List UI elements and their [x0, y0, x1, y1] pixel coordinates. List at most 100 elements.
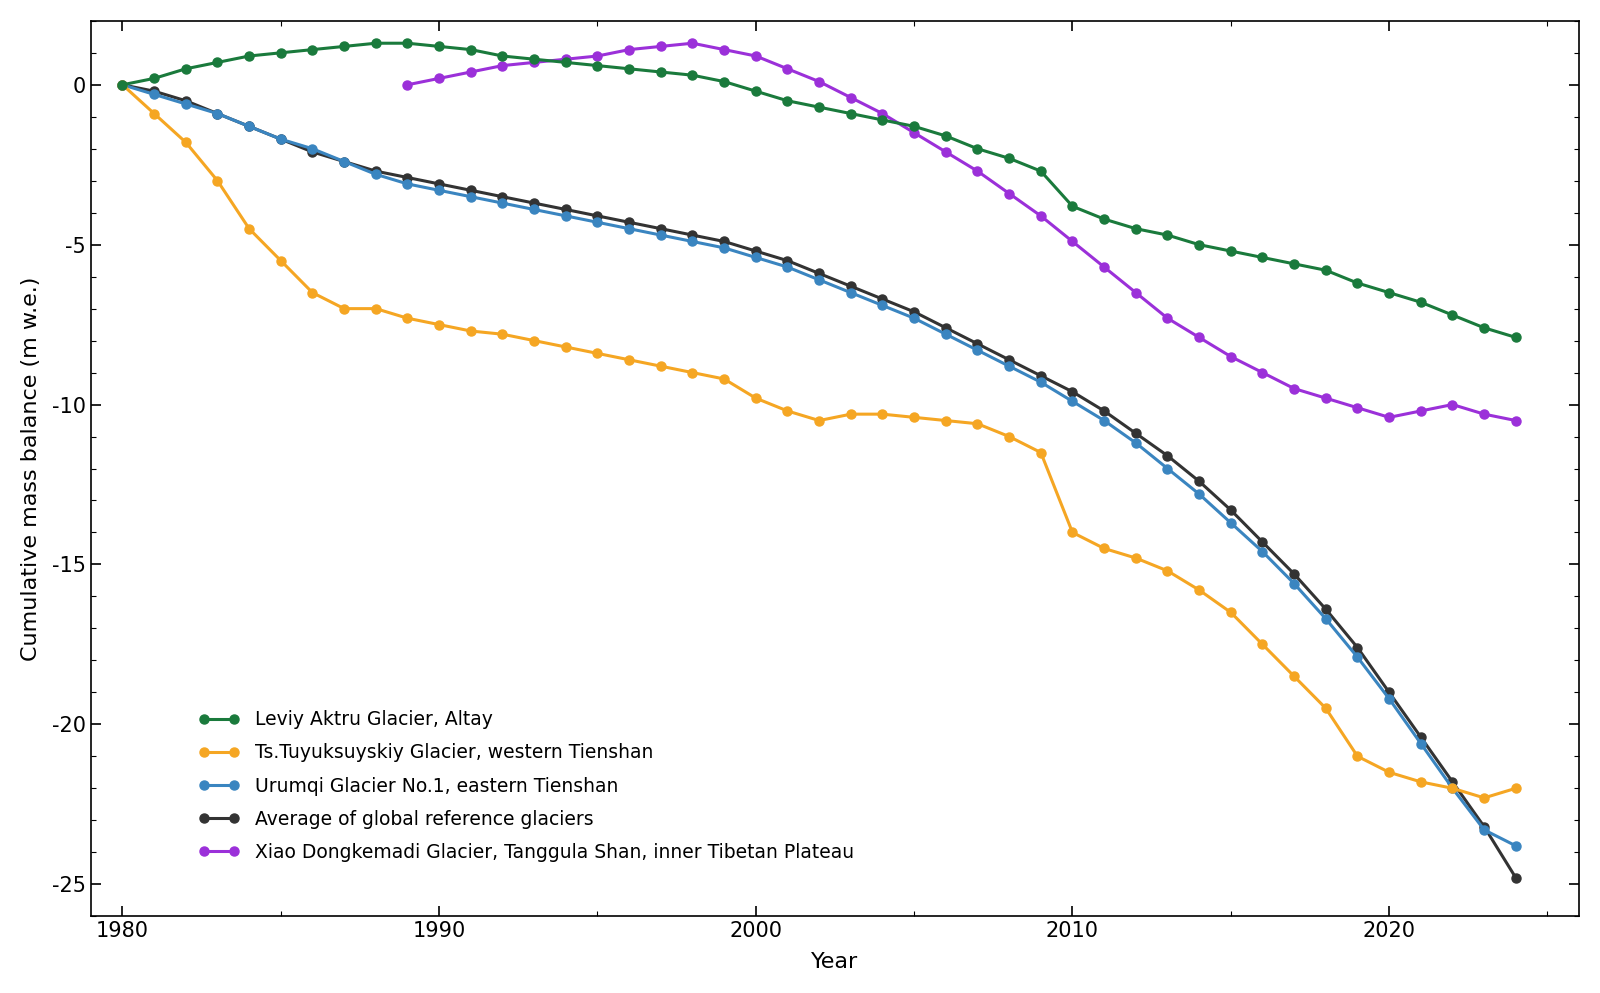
- Leviy Aktru Glacier, Altay: [683, 70, 702, 81]
- Ts.Tuyuksuyskiy Glacier, western Tienshan: [429, 319, 448, 331]
- Xiao Dongkemadi Glacier, Tanggula Shan, inner Tibetan Plateau: [398, 78, 418, 90]
- Urumqi Glacier No.1, eastern Tienshan: [240, 120, 259, 132]
- Urumqi Glacier No.1, eastern Tienshan: [493, 198, 512, 210]
- Leviy Aktru Glacier, Altay: [619, 63, 638, 74]
- Ts.Tuyuksuyskiy Glacier, western Tienshan: [810, 415, 829, 427]
- Ts.Tuyuksuyskiy Glacier, western Tienshan: [1253, 638, 1272, 650]
- Ts.Tuyuksuyskiy Glacier, western Tienshan: [240, 222, 259, 234]
- Xiao Dongkemadi Glacier, Tanggula Shan, inner Tibetan Plateau: [778, 63, 797, 74]
- Ts.Tuyuksuyskiy Glacier, western Tienshan: [176, 136, 195, 148]
- Ts.Tuyuksuyskiy Glacier, western Tienshan: [208, 175, 227, 187]
- Average of global reference glaciers: [144, 85, 163, 97]
- Leviy Aktru Glacier, Altay: [715, 75, 734, 87]
- Xiao Dongkemadi Glacier, Tanggula Shan, inner Tibetan Plateau: [1253, 366, 1272, 378]
- Urumqi Glacier No.1, eastern Tienshan: [557, 210, 576, 221]
- Urumqi Glacier No.1, eastern Tienshan: [1126, 437, 1146, 449]
- Leviy Aktru Glacier, Altay: [272, 47, 291, 59]
- Average of global reference glaciers: [1221, 504, 1240, 516]
- Urumqi Glacier No.1, eastern Tienshan: [366, 169, 386, 181]
- Urumqi Glacier No.1, eastern Tienshan: [1189, 489, 1208, 500]
- Average of global reference glaciers: [493, 191, 512, 203]
- Average of global reference glaciers: [1253, 536, 1272, 548]
- Xiao Dongkemadi Glacier, Tanggula Shan, inner Tibetan Plateau: [493, 60, 512, 71]
- Average of global reference glaciers: [715, 235, 734, 247]
- Average of global reference glaciers: [240, 120, 259, 132]
- Average of global reference glaciers: [1506, 872, 1525, 884]
- Xiao Dongkemadi Glacier, Tanggula Shan, inner Tibetan Plateau: [461, 67, 480, 78]
- Leviy Aktru Glacier, Altay: [1475, 322, 1494, 334]
- Average of global reference glaciers: [1317, 604, 1336, 616]
- Urumqi Glacier No.1, eastern Tienshan: [842, 287, 861, 299]
- Average of global reference glaciers: [1032, 369, 1051, 381]
- Line: Leviy Aktru Glacier, Altay: Leviy Aktru Glacier, Altay: [118, 39, 1520, 342]
- Ts.Tuyuksuyskiy Glacier, western Tienshan: [651, 360, 670, 372]
- Ts.Tuyuksuyskiy Glacier, western Tienshan: [715, 373, 734, 385]
- Ts.Tuyuksuyskiy Glacier, western Tienshan: [1094, 542, 1114, 554]
- Average of global reference glaciers: [904, 306, 923, 318]
- Urumqi Glacier No.1, eastern Tienshan: [810, 274, 829, 286]
- Average of global reference glaciers: [778, 254, 797, 266]
- Urumqi Glacier No.1, eastern Tienshan: [746, 251, 765, 263]
- Xiao Dongkemadi Glacier, Tanggula Shan, inner Tibetan Plateau: [1094, 261, 1114, 273]
- Average of global reference glaciers: [366, 165, 386, 177]
- Leviy Aktru Glacier, Altay: [1411, 296, 1430, 308]
- Xiao Dongkemadi Glacier, Tanggula Shan, inner Tibetan Plateau: [1411, 405, 1430, 417]
- Leviy Aktru Glacier, Altay: [240, 50, 259, 62]
- Ts.Tuyuksuyskiy Glacier, western Tienshan: [587, 348, 606, 359]
- X-axis label: Year: Year: [811, 952, 859, 972]
- Urumqi Glacier No.1, eastern Tienshan: [1253, 546, 1272, 558]
- Ts.Tuyuksuyskiy Glacier, western Tienshan: [493, 329, 512, 341]
- Leviy Aktru Glacier, Altay: [1000, 152, 1019, 164]
- Average of global reference glaciers: [842, 280, 861, 292]
- Urumqi Glacier No.1, eastern Tienshan: [429, 185, 448, 197]
- Urumqi Glacier No.1, eastern Tienshan: [176, 98, 195, 110]
- Leviy Aktru Glacier, Altay: [144, 72, 163, 84]
- Urumqi Glacier No.1, eastern Tienshan: [272, 133, 291, 145]
- Average of global reference glaciers: [334, 156, 354, 168]
- Ts.Tuyuksuyskiy Glacier, western Tienshan: [778, 405, 797, 417]
- Legend: Leviy Aktru Glacier, Altay, Ts.Tuyuksuyskiy Glacier, western Tienshan, Urumqi Gl: Leviy Aktru Glacier, Altay, Ts.Tuyuksuys…: [189, 701, 864, 871]
- Ts.Tuyuksuyskiy Glacier, western Tienshan: [366, 303, 386, 315]
- Leviy Aktru Glacier, Altay: [114, 78, 133, 90]
- Average of global reference glaciers: [1411, 731, 1430, 743]
- Urumqi Glacier No.1, eastern Tienshan: [619, 222, 638, 234]
- Ts.Tuyuksuyskiy Glacier, western Tienshan: [936, 415, 955, 427]
- Xiao Dongkemadi Glacier, Tanggula Shan, inner Tibetan Plateau: [874, 107, 893, 119]
- Average of global reference glaciers: [114, 78, 133, 90]
- Leviy Aktru Glacier, Altay: [1189, 238, 1208, 250]
- Average of global reference glaciers: [810, 267, 829, 279]
- Ts.Tuyuksuyskiy Glacier, western Tienshan: [1062, 526, 1082, 538]
- Xiao Dongkemadi Glacier, Tanggula Shan, inner Tibetan Plateau: [1443, 398, 1462, 410]
- Average of global reference glaciers: [1347, 641, 1366, 653]
- Ts.Tuyuksuyskiy Glacier, western Tienshan: [334, 303, 354, 315]
- Average of global reference glaciers: [1000, 354, 1019, 365]
- Leviy Aktru Glacier, Altay: [1221, 245, 1240, 257]
- Leviy Aktru Glacier, Altay: [587, 60, 606, 71]
- Leviy Aktru Glacier, Altay: [1285, 258, 1304, 270]
- Ts.Tuyuksuyskiy Glacier, western Tienshan: [302, 287, 322, 299]
- Average of global reference glaciers: [1475, 820, 1494, 832]
- Ts.Tuyuksuyskiy Glacier, western Tienshan: [1347, 751, 1366, 763]
- Urumqi Glacier No.1, eastern Tienshan: [587, 216, 606, 228]
- Xiao Dongkemadi Glacier, Tanggula Shan, inner Tibetan Plateau: [1000, 188, 1019, 200]
- Ts.Tuyuksuyskiy Glacier, western Tienshan: [1189, 584, 1208, 596]
- Urumqi Glacier No.1, eastern Tienshan: [1158, 463, 1178, 475]
- Urumqi Glacier No.1, eastern Tienshan: [1347, 651, 1366, 663]
- Urumqi Glacier No.1, eastern Tienshan: [936, 329, 955, 341]
- Urumqi Glacier No.1, eastern Tienshan: [1094, 415, 1114, 427]
- Xiao Dongkemadi Glacier, Tanggula Shan, inner Tibetan Plateau: [1032, 210, 1051, 221]
- Average of global reference glaciers: [746, 245, 765, 257]
- Xiao Dongkemadi Glacier, Tanggula Shan, inner Tibetan Plateau: [904, 127, 923, 139]
- Leviy Aktru Glacier, Altay: [461, 44, 480, 56]
- Leviy Aktru Glacier, Altay: [1158, 229, 1178, 241]
- Leviy Aktru Glacier, Altay: [936, 130, 955, 142]
- Urumqi Glacier No.1, eastern Tienshan: [651, 229, 670, 241]
- Average of global reference glaciers: [587, 210, 606, 221]
- Xiao Dongkemadi Glacier, Tanggula Shan, inner Tibetan Plateau: [1221, 351, 1240, 362]
- Average of global reference glaciers: [619, 216, 638, 228]
- Leviy Aktru Glacier, Altay: [874, 114, 893, 126]
- Leviy Aktru Glacier, Altay: [1506, 332, 1525, 344]
- Ts.Tuyuksuyskiy Glacier, western Tienshan: [1126, 552, 1146, 564]
- Average of global reference glaciers: [1158, 450, 1178, 462]
- Leviy Aktru Glacier, Altay: [1443, 309, 1462, 321]
